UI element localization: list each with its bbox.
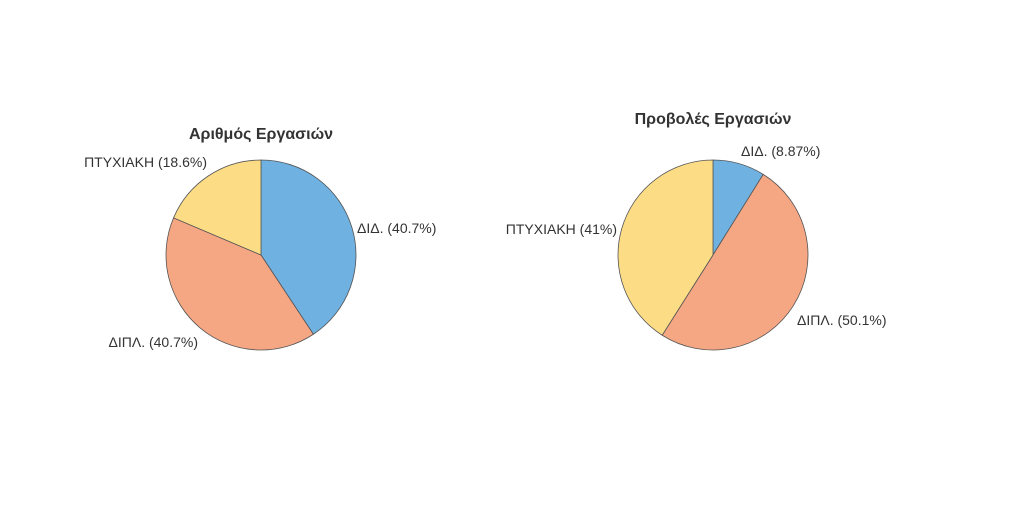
chart-title: Προβολές Εργασιών bbox=[635, 111, 792, 128]
slice-label: ΔΙΠΛ. (50.1%) bbox=[797, 312, 887, 328]
pie-chart-task-count: Αριθμός Εργασιών ΔΙΔ. (40.7%) ΔΙΠΛ. (40.7… bbox=[84, 126, 436, 351]
chart-title: Αριθμός Εργασιών bbox=[189, 126, 333, 143]
pie-slice-διπλ bbox=[661, 173, 809, 351]
slice-label: ΠΤΥΧΙΑΚΗ (18.6%) bbox=[84, 154, 207, 170]
pie-slice-πτυχιακη bbox=[617, 159, 714, 336]
slice-label: ΔΙΔ. (40.7%) bbox=[357, 220, 436, 236]
slice-label: ΠΤΥΧΙΑΚΗ (41%) bbox=[506, 221, 617, 237]
pie-slice-διπλ bbox=[165, 217, 314, 351]
pie-chart-task-views: Προβολές Εργασιών ΔΙΔ. (8.87%) ΔΙΠΛ. (50.… bbox=[506, 111, 887, 351]
slice-label: ΔΙΔ. (8.87%) bbox=[741, 143, 820, 159]
slice-label: ΔΙΠΛ. (40.7%) bbox=[108, 334, 198, 350]
pie-slice-πτυχιακη bbox=[173, 159, 262, 256]
